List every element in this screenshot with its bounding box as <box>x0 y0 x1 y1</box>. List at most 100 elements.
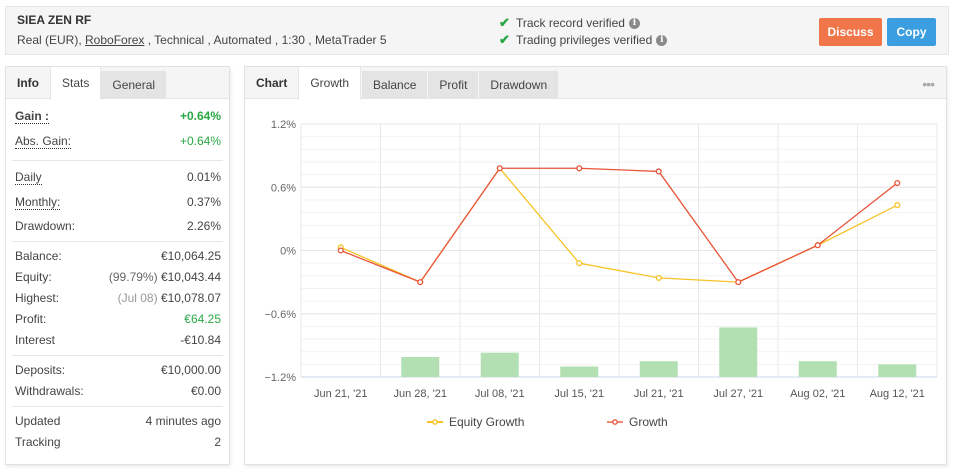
stat-label[interactable]: Abs. Gain: <box>15 134 72 149</box>
stat-value: 2 <box>214 435 221 449</box>
stat-updated: Updated 4 minutes ago <box>6 411 229 432</box>
divider <box>12 406 223 407</box>
legend-growth[interactable]: Growth <box>607 415 668 429</box>
legend-equity-growth[interactable]: Equity Growth <box>427 415 524 429</box>
svg-text:Jul 15, '21: Jul 15, '21 <box>554 388 604 400</box>
y-axis-labels: 1.2% 0.6% 0% −0.6% −1.2% <box>265 119 297 384</box>
equity-amount: €10,043.44 <box>160 270 221 284</box>
svg-text:−0.6%: −0.6% <box>265 309 297 321</box>
discuss-button[interactable]: Discuss <box>819 18 882 46</box>
account-subtitle: Real (EUR), RoboForex , Technical , Auto… <box>17 33 387 47</box>
stat-label: Interest <box>15 333 56 347</box>
stat-value: -€10.84 <box>180 333 221 347</box>
tab-profit[interactable]: Profit <box>428 71 479 99</box>
stat-value: 2.26% <box>186 219 221 233</box>
legend-label: Equity Growth <box>449 415 525 429</box>
stat-value: 0.37% <box>186 195 221 209</box>
tab-balance[interactable]: Balance <box>362 71 428 99</box>
stat-label: Withdrawals: <box>15 384 84 398</box>
svg-text:Jun 28, '21: Jun 28, '21 <box>394 388 447 400</box>
stat-profit: Profit: €64.25 <box>6 309 229 330</box>
stat-value: 4 minutes ago <box>145 414 221 428</box>
stat-balance: Balance: €10,064.25 <box>6 246 229 267</box>
stat-label: Updated <box>15 414 61 428</box>
tab-chart[interactable]: Chart <box>256 76 288 90</box>
divider <box>12 160 223 161</box>
account-details: , Technical , Automated , 1:30 , MetaTra… <box>144 33 387 47</box>
highest-amount: €10,078.07 <box>160 291 221 305</box>
stats-tabs: Info Stats General <box>6 67 229 100</box>
growth-chart: 1.2% 0.6% 0% −0.6% −1.2% Jun 21, '21 Jun 28, … <box>265 119 938 400</box>
stat-value: 0.01% <box>186 170 221 184</box>
stat-value: (99.79%) €10,043.44 <box>109 267 221 288</box>
equity-growth-legend-icon <box>427 419 443 425</box>
growth-legend-icon <box>607 419 623 425</box>
svg-text:0%: 0% <box>280 246 296 258</box>
info-icon[interactable]: i <box>628 17 640 29</box>
stat-label: Profit: <box>15 312 47 326</box>
stat-label[interactable]: Monthly: <box>15 195 61 210</box>
tab-drawdown[interactable]: Drawdown <box>479 71 559 99</box>
drawdown-bars <box>401 327 917 377</box>
legend-label: Growth <box>629 415 668 429</box>
svg-text:0.6%: 0.6% <box>271 182 296 194</box>
broker-link[interactable]: RoboForex <box>85 33 145 47</box>
svg-text:Aug 02, '21: Aug 02, '21 <box>790 388 845 400</box>
stat-label: Equity: <box>15 270 52 284</box>
tab-stats[interactable]: Stats <box>50 67 102 100</box>
stat-value: +0.64% <box>179 134 221 148</box>
svg-text:−1.2%: −1.2% <box>265 372 297 384</box>
stat-label[interactable]: Gain : <box>15 109 50 124</box>
more-options-icon[interactable]: ••• <box>922 76 935 92</box>
stat-label[interactable]: Daily <box>15 170 42 185</box>
svg-text:Jul 27, '21: Jul 27, '21 <box>713 388 763 400</box>
trading-privileges-verified: ✔ Trading privileges verified i <box>499 32 668 48</box>
stat-value: €0.00 <box>190 384 221 398</box>
stat-withdrawals: Withdrawals: €0.00 <box>6 381 229 402</box>
tab-general[interactable]: General <box>101 71 167 99</box>
svg-text:Jul 21, '21: Jul 21, '21 <box>634 388 684 400</box>
stat-label: Deposits: <box>15 363 66 377</box>
stat-label: Drawdown: <box>15 219 76 233</box>
tab-growth[interactable]: Growth <box>298 67 362 100</box>
stat-value: €64.25 <box>184 312 221 326</box>
stat-monthly: Monthly: 0.37% <box>6 190 229 215</box>
stat-value: €10,064.25 <box>160 249 221 263</box>
divider <box>12 355 223 356</box>
highest-date: (Jul 08) <box>117 291 158 305</box>
svg-text:Jul 08, '21: Jul 08, '21 <box>475 388 525 400</box>
stat-drawdown: Drawdown: 2.26% <box>6 215 229 237</box>
chart-grid <box>300 123 938 378</box>
stat-value: €10,000.00 <box>160 363 221 377</box>
stat-label: Balance: <box>15 249 62 263</box>
info-icon[interactable]: i <box>656 34 668 46</box>
verification-label: Trading privileges verified <box>516 33 653 47</box>
check-icon: ✔ <box>499 15 510 30</box>
stat-daily: Daily 0.01% <box>6 165 229 190</box>
svg-text:Jun 21, '21: Jun 21, '21 <box>314 388 367 400</box>
copy-button[interactable]: Copy <box>887 18 936 46</box>
stat-interest: Interest -€10.84 <box>6 330 229 351</box>
stat-abs-gain: Abs. Gain: +0.64% <box>6 129 229 154</box>
chart-lines <box>337 165 901 286</box>
chart-tabs: Chart Growth Balance Profit Drawdown <box>245 67 946 100</box>
stats-panel: Info Stats General Gain : +0.64% Abs. Ga… <box>5 66 230 465</box>
stat-label: Highest: <box>15 291 60 305</box>
stat-equity: Equity: (99.79%) €10,043.44 <box>6 267 229 288</box>
stat-gain: Gain : +0.64% <box>6 104 229 129</box>
stat-value: +0.64% <box>179 109 221 123</box>
stat-tracking: Tracking 2 <box>6 432 229 453</box>
chart-panel: Chart Growth Balance Profit Drawdown •••… <box>244 66 947 465</box>
stat-deposits: Deposits: €10,000.00 <box>6 360 229 381</box>
divider <box>12 241 223 242</box>
stat-highest: Highest: (Jul 08) €10,078.07 <box>6 288 229 309</box>
account-header: SIEA ZEN RF Real (EUR), RoboForex , Tech… <box>5 6 949 55</box>
svg-text:Aug 12, '21: Aug 12, '21 <box>870 388 925 400</box>
account-title: SIEA ZEN RF <box>17 13 92 27</box>
check-icon: ✔ <box>499 32 510 47</box>
tab-info[interactable]: Info <box>17 76 39 90</box>
x-axis-labels: Jun 21, '21 Jun 28, '21 Jul 08, '21 Jul 15,… <box>314 388 925 400</box>
account-type: Real (EUR), <box>17 33 86 47</box>
equity-percent: (99.79%) <box>108 270 158 284</box>
svg-text:1.2%: 1.2% <box>271 119 296 131</box>
